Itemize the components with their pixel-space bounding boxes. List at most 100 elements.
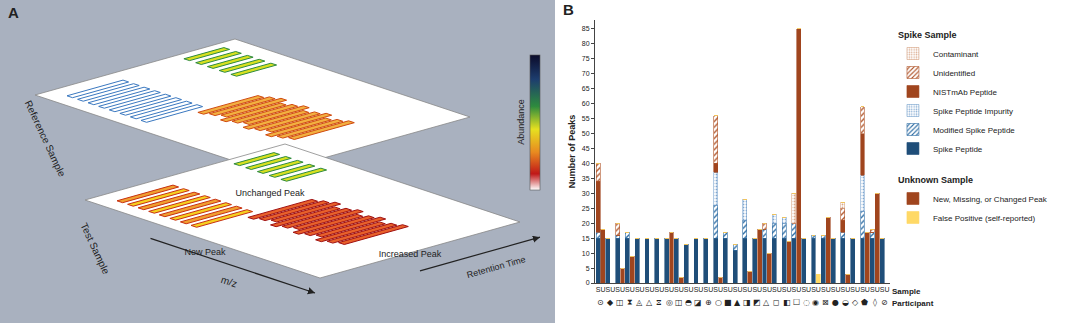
svg-text:S: S [645, 286, 650, 293]
svg-text:70: 70 [582, 70, 590, 77]
svg-text:S: S [596, 286, 601, 293]
svg-text:U: U [747, 286, 752, 293]
svg-text:U: U [757, 286, 762, 293]
svg-text:5: 5 [586, 265, 590, 272]
svg-text:●: ● [832, 298, 839, 307]
svg-text:U: U [865, 286, 870, 293]
svg-text:S: S [850, 286, 855, 293]
svg-text:65: 65 [582, 85, 590, 92]
svg-text:40: 40 [582, 160, 590, 167]
svg-text:10: 10 [582, 250, 590, 257]
svg-text:Test Sample: Test Sample [79, 221, 112, 276]
svg-text:S: S [733, 286, 738, 293]
svg-text:U: U [816, 286, 821, 293]
svg-text:80: 80 [582, 40, 590, 47]
svg-text:U: U [640, 286, 645, 293]
svg-text:S: S [870, 286, 875, 293]
svg-text:S: S [801, 286, 806, 293]
svg-text:⊘: ⊘ [881, 298, 888, 307]
svg-text:S: S [674, 286, 679, 293]
svg-text:S: S [703, 286, 708, 293]
svg-text:U: U [845, 286, 850, 293]
svg-text:U: U [659, 286, 664, 293]
svg-text:Participant: Participant [892, 299, 934, 308]
svg-text:U: U [806, 286, 811, 293]
svg-text:☐: ☐ [793, 298, 800, 307]
svg-text:S: S [821, 286, 826, 293]
svg-text:Unchanged Peak: Unchanged Peak [235, 188, 305, 198]
svg-text:Unidentified: Unidentified [933, 69, 975, 78]
svg-text:S: S [694, 286, 699, 293]
svg-text:S: S [811, 286, 816, 293]
svg-text:S: S [635, 286, 640, 293]
svg-text:◎: ◎ [666, 298, 673, 307]
svg-text:⊠: ⊠ [822, 298, 829, 307]
svg-text:○: ○ [715, 298, 722, 307]
svg-text:S: S [615, 286, 620, 293]
svg-text:S: S [831, 286, 836, 293]
svg-text:◌: ◌ [803, 298, 810, 307]
svg-text:◧: ◧ [783, 298, 791, 307]
svg-text:⊕: ⊕ [705, 298, 712, 307]
svg-text:50: 50 [582, 130, 590, 137]
svg-text:■: ■ [724, 298, 732, 307]
svg-text:U: U [796, 286, 801, 293]
svg-text:U: U [738, 286, 743, 293]
svg-text:U: U [630, 286, 635, 293]
svg-text:△: △ [763, 298, 770, 307]
svg-text:Abundance: Abundance [516, 99, 526, 145]
svg-text:S: S [713, 286, 718, 293]
svg-text:NISTmAb Peptide: NISTmAb Peptide [933, 88, 998, 97]
svg-text:S: S [841, 286, 846, 293]
svg-text:30: 30 [582, 190, 590, 197]
svg-text:◫: ◫ [675, 298, 683, 307]
svg-text:25: 25 [582, 205, 590, 212]
svg-text:U: U [679, 286, 684, 293]
svg-text:75: 75 [582, 55, 590, 62]
svg-text:Retention Time: Retention Time [466, 254, 527, 280]
svg-text:0: 0 [586, 279, 590, 286]
svg-text:S: S [772, 286, 777, 293]
svg-text:◪: ◪ [694, 298, 702, 307]
svg-text:◓: ◓ [685, 298, 692, 307]
svg-text:55: 55 [582, 115, 590, 122]
svg-text:◻: ◻ [773, 298, 780, 307]
svg-text:S: S [762, 286, 767, 293]
svg-text:Number of Peaks: Number of Peaks [567, 115, 577, 189]
svg-text:S: S [752, 286, 757, 293]
svg-text:Increased Peak: Increased Peak [379, 249, 442, 259]
svg-text:85: 85 [582, 25, 590, 32]
svg-text:◊: ◊ [873, 298, 877, 307]
svg-text:U: U [875, 286, 880, 293]
svg-text:Unknown Sample: Unknown Sample [898, 175, 973, 185]
svg-text:◒: ◒ [842, 298, 849, 307]
svg-text:45: 45 [582, 145, 590, 152]
svg-text:◇: ◇ [852, 298, 859, 307]
svg-text:◉: ◉ [812, 298, 819, 307]
svg-text:U: U [777, 286, 782, 293]
svg-text:Spike Sample: Spike Sample [898, 30, 957, 40]
svg-text:S: S [684, 286, 689, 293]
svg-text:◆: ◆ [607, 298, 614, 307]
svg-text:◬: ◬ [636, 298, 643, 307]
svg-text:S: S [664, 286, 669, 293]
svg-text:U: U [698, 286, 703, 293]
svg-text:U: U [718, 286, 723, 293]
svg-text:S: S [782, 286, 787, 293]
svg-text:U: U [826, 286, 831, 293]
svg-text:Spike Peptide Impurity: Spike Peptide Impurity [933, 107, 1013, 116]
svg-text:U: U [884, 286, 889, 293]
svg-text:U: U [669, 286, 674, 293]
svg-text:U: U [600, 286, 605, 293]
svg-text:◩: ◩ [753, 298, 761, 307]
svg-text:U: U [786, 286, 791, 293]
svg-text:S: S [625, 286, 630, 293]
svg-text:20: 20 [582, 220, 590, 227]
svg-text:Sample: Sample [892, 287, 921, 296]
svg-text:m/z: m/z [220, 274, 239, 289]
svg-text:False Positive (self-reported): False Positive (self-reported) [933, 214, 1036, 223]
svg-text:New, Missing, or Changed Peak: New, Missing, or Changed Peak [933, 195, 1048, 204]
svg-text:Reference Sample: Reference Sample [23, 99, 68, 179]
svg-text:U: U [835, 286, 840, 293]
svg-text:35: 35 [582, 175, 590, 182]
